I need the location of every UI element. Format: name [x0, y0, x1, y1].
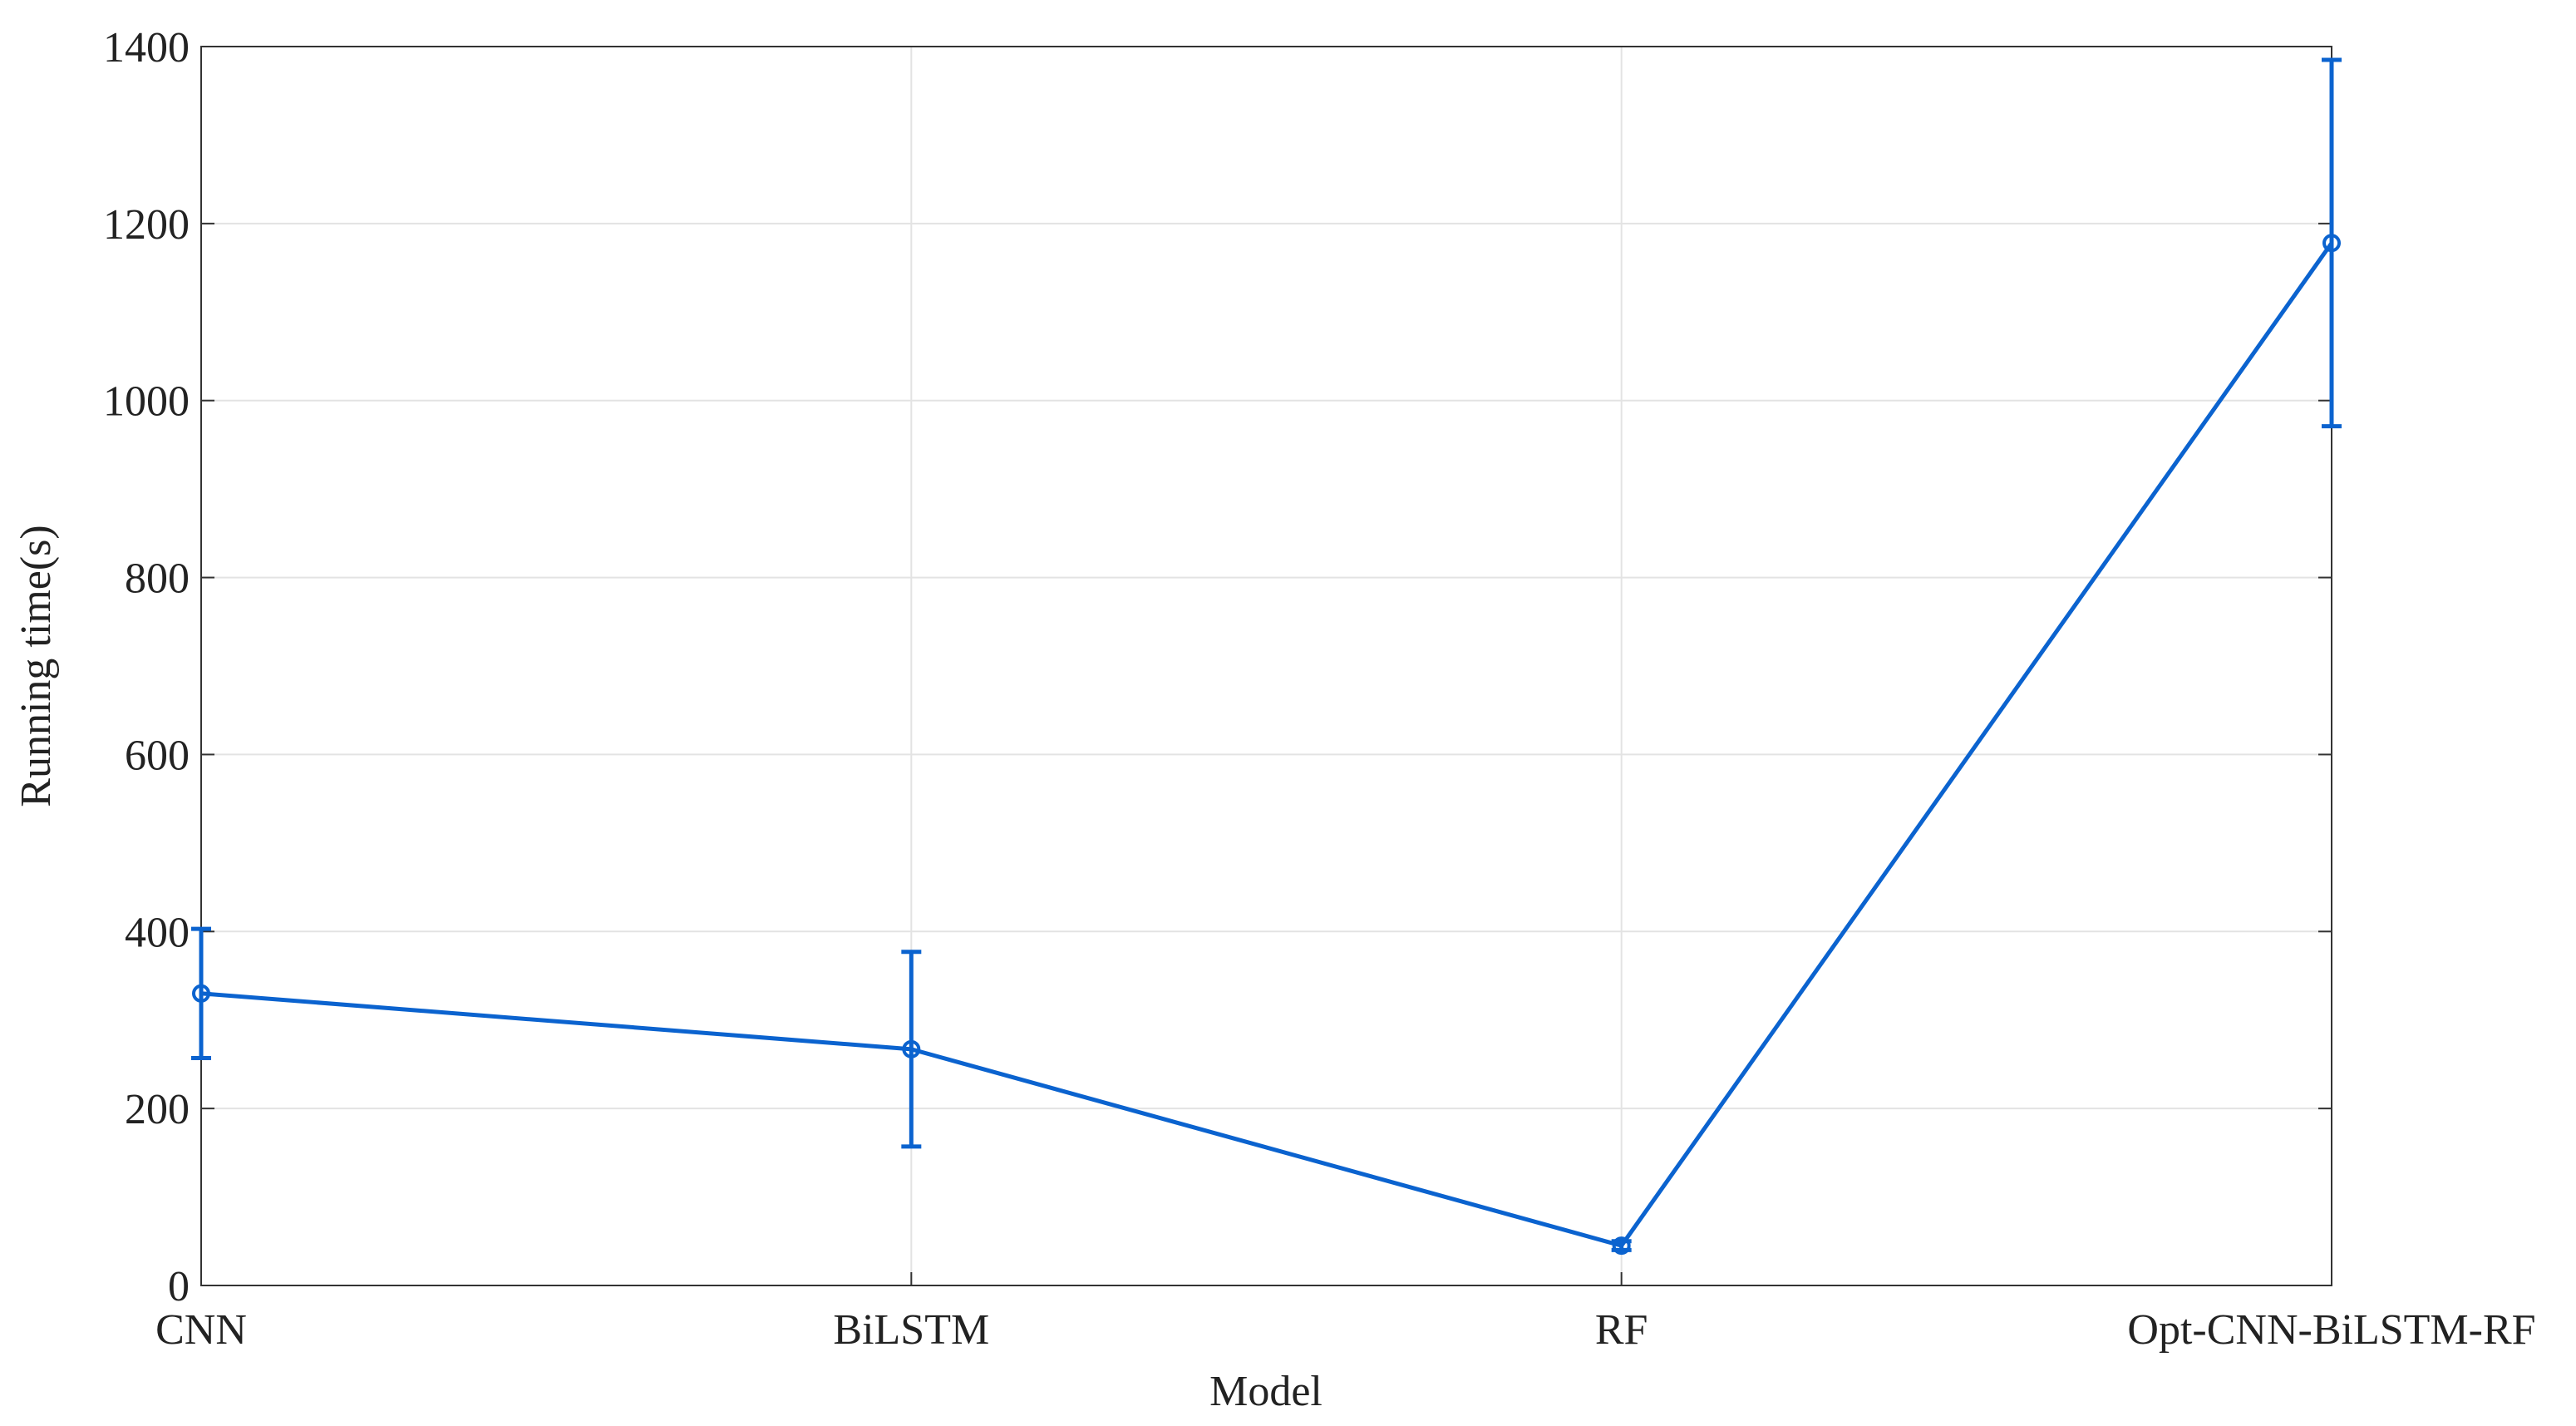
y-tick-label: 800 [125, 555, 190, 603]
y-tick-label: 1200 [103, 201, 190, 249]
data-line [200, 241, 2334, 1248]
error-bar [2322, 57, 2342, 429]
error-bar [901, 950, 922, 1149]
error-bar [191, 926, 211, 1060]
y-tick-label: 1400 [103, 24, 190, 72]
data-point [902, 1039, 921, 1058]
plot-frame [200, 46, 2332, 1286]
y-tick-label: 600 [125, 732, 190, 779]
data-point [2322, 234, 2341, 253]
x-tick-label: BiLSTM [833, 1306, 989, 1354]
y-tick-label: 200 [125, 1086, 190, 1133]
y-tick-label: 0 [168, 1263, 190, 1310]
data-point [1612, 1236, 1631, 1256]
x-axis-label: Model [1209, 1368, 1322, 1415]
x-tick-label: Opt-CNN-BiLSTM-RF [2127, 1306, 2535, 1354]
data-point [192, 984, 210, 1003]
x-tick-label: CNN [155, 1306, 247, 1354]
y-axis-label: Running time(s) [12, 525, 60, 807]
y-tick-label: 1000 [103, 378, 190, 426]
x-tick-label: RF [1595, 1306, 1648, 1354]
y-tick-label: 400 [125, 909, 190, 956]
